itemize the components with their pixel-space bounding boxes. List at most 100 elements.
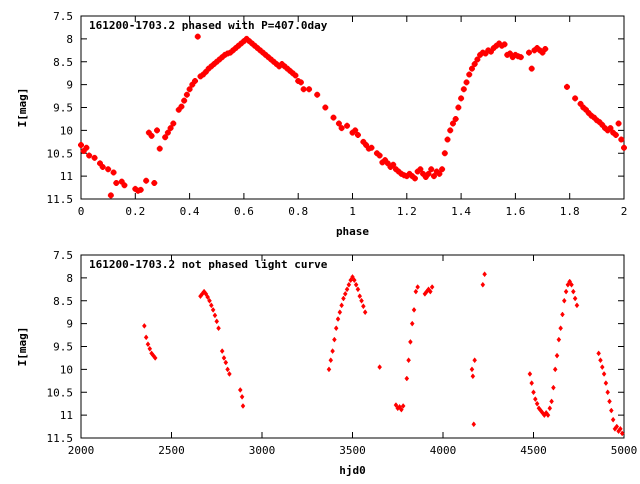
- data-point: [178, 103, 185, 110]
- data-point: [99, 163, 106, 170]
- data-point: [175, 106, 182, 113]
- data-point: [398, 170, 405, 177]
- data-point: [284, 65, 291, 72]
- data-point: [574, 302, 580, 309]
- data-point: [496, 40, 503, 47]
- y-tick-label: 10.5: [47, 147, 74, 160]
- data-point: [422, 174, 429, 181]
- data-point: [599, 121, 606, 128]
- data-point: [531, 47, 538, 54]
- data-point: [341, 295, 346, 302]
- data-point: [276, 63, 283, 70]
- data-point: [113, 179, 120, 186]
- data-point: [471, 61, 478, 68]
- y-tick-label: 8: [66, 33, 73, 46]
- data-point: [107, 192, 114, 199]
- data-point: [598, 357, 603, 364]
- data-point: [360, 138, 367, 145]
- y-tick-label: 11: [60, 170, 73, 183]
- data-point: [572, 295, 578, 302]
- data-point: [192, 77, 199, 84]
- data-point: [463, 79, 470, 86]
- data-point: [458, 95, 465, 102]
- x-tick-label: 1.8: [560, 205, 580, 218]
- data-point: [436, 170, 443, 177]
- data-point: [572, 95, 579, 102]
- y-tick-label: 7.5: [53, 249, 73, 262]
- data-point: [482, 50, 489, 57]
- data-point: [251, 42, 258, 49]
- data-point: [393, 402, 399, 408]
- data-point: [517, 54, 524, 61]
- data-point: [239, 393, 245, 400]
- data-point: [211, 61, 218, 68]
- data-point: [154, 127, 161, 134]
- data-point: [213, 58, 220, 65]
- data-point: [335, 120, 342, 127]
- data-point: [618, 425, 623, 432]
- data-point: [170, 120, 177, 127]
- y-tick-label: 10.5: [47, 386, 74, 399]
- data-point: [460, 86, 467, 93]
- data-point: [525, 49, 532, 56]
- data-point: [208, 302, 214, 309]
- data-point: [582, 106, 589, 113]
- data-point: [382, 157, 389, 164]
- data-point: [480, 281, 486, 288]
- data-point: [212, 312, 218, 319]
- data-point: [428, 288, 433, 295]
- data-point: [181, 97, 188, 104]
- data-point: [379, 159, 386, 166]
- data-point: [306, 86, 313, 93]
- y-tick-label: 7.5: [53, 10, 73, 23]
- data-point: [596, 119, 603, 126]
- data-point: [605, 389, 611, 396]
- data-point: [238, 40, 245, 47]
- x-tick-label: 0: [78, 205, 85, 218]
- data-point: [403, 173, 410, 180]
- data-point: [504, 51, 511, 58]
- y-tick-label: 9.5: [53, 341, 73, 354]
- data-point: [270, 58, 277, 65]
- y-axis-label: I[mag]: [16, 327, 29, 367]
- data-point: [615, 120, 622, 127]
- data-point: [580, 104, 587, 111]
- data-point: [441, 150, 448, 157]
- data-point: [603, 380, 609, 387]
- data-point: [240, 38, 247, 45]
- data-point: [404, 375, 410, 382]
- data-point: [339, 302, 344, 309]
- data-point: [490, 45, 497, 52]
- data-point: [485, 47, 492, 54]
- x-tick-label: 0.8: [288, 205, 308, 218]
- data-point: [493, 42, 500, 49]
- data-point: [469, 366, 475, 373]
- data-point: [447, 127, 454, 134]
- data-point: [152, 355, 158, 361]
- data-point: [330, 348, 335, 354]
- data-point: [400, 403, 406, 409]
- data-point: [355, 286, 361, 293]
- data-point: [529, 380, 535, 387]
- data-point: [197, 73, 204, 80]
- data-point: [186, 86, 193, 93]
- data-point: [498, 42, 505, 49]
- data-point: [591, 114, 598, 121]
- data-point: [542, 45, 549, 52]
- data-point: [536, 47, 543, 54]
- data-point: [300, 86, 307, 93]
- data-point: [607, 125, 614, 132]
- y-tick-label: 9: [66, 318, 73, 331]
- data-point: [556, 336, 562, 343]
- x-axis-label: hjd0: [339, 464, 366, 477]
- x-tick-label: 0.6: [234, 205, 254, 218]
- phased-plot: 0 0.2 0.4 0.6 0.8 1 1.2 1.4 1.6 1.8 2 7.5 8 8.5 9 9.5 10…: [16, 10, 627, 238]
- data-point: [246, 38, 253, 45]
- data-point: [621, 144, 627, 151]
- data-point: [482, 271, 487, 278]
- data-point: [471, 421, 477, 428]
- data-point: [449, 120, 456, 127]
- data-point: [292, 72, 299, 79]
- data-point: [254, 45, 261, 52]
